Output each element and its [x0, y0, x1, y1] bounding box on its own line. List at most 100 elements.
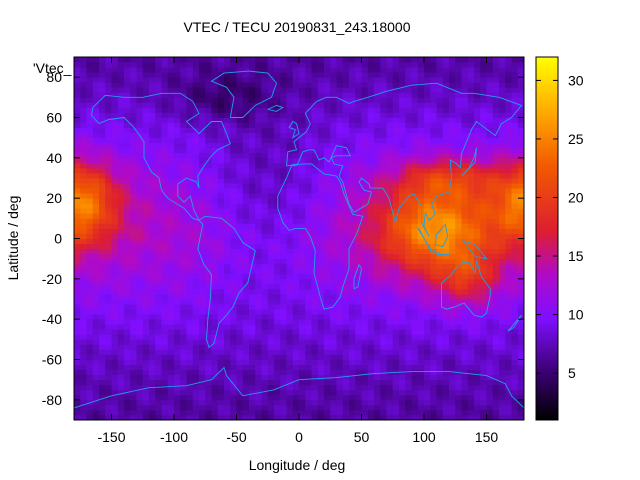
- heatmap-cell: [105, 213, 112, 219]
- heatmap-cell: [142, 203, 150, 209]
- heatmap-cell: [499, 178, 506, 184]
- heatmap-cell: [311, 162, 319, 169]
- heatmap-cell: [286, 344, 294, 350]
- heatmap-cell: [267, 258, 275, 265]
- heatmap-cell: [161, 67, 169, 73]
- heatmap-cell: [199, 162, 206, 169]
- heatmap-cell: [149, 394, 156, 401]
- heatmap-cell: [205, 203, 212, 209]
- heatmap-cell: [274, 162, 281, 169]
- heatmap-cell: [186, 414, 194, 421]
- heatmap-cell: [324, 369, 331, 376]
- heatmap-cell: [386, 349, 394, 355]
- heatmap-cell: [461, 304, 469, 310]
- heatmap-cell: [430, 339, 437, 345]
- heatmap-cell: [99, 117, 106, 123]
- heatmap-cell: [86, 157, 94, 164]
- heatmap-cell: [74, 97, 81, 103]
- heatmap-cell: [461, 359, 469, 365]
- heatmap-cell: [455, 183, 462, 189]
- heatmap-cell: [249, 248, 256, 255]
- heatmap-cell: [199, 273, 206, 280]
- heatmap-cell: [424, 329, 431, 335]
- heatmap-cell: [517, 268, 525, 275]
- heatmap-cell: [117, 112, 125, 118]
- heatmap-cell: [342, 349, 350, 355]
- heatmap-cell: [86, 82, 94, 88]
- heatmap-cell: [292, 344, 300, 350]
- heatmap-cell: [467, 399, 475, 406]
- heatmap-cell: [474, 258, 481, 265]
- heatmap-cell: [124, 92, 131, 98]
- heatmap-cell: [255, 369, 262, 376]
- heatmap-cell: [99, 384, 106, 391]
- heatmap-cell: [380, 193, 387, 199]
- heatmap-cell: [130, 253, 137, 260]
- heatmap-cell: [105, 188, 112, 194]
- heatmap-cell: [330, 208, 337, 214]
- heatmap-cell: [367, 374, 375, 381]
- heatmap-cell: [411, 127, 419, 134]
- heatmap-cell: [149, 117, 156, 123]
- heatmap-cell: [255, 107, 262, 113]
- heatmap-cell: [474, 268, 481, 275]
- heatmap-cell: [111, 127, 119, 134]
- heatmap-cell: [480, 404, 487, 411]
- heatmap-cell: [430, 87, 437, 93]
- heatmap-cell: [80, 314, 87, 320]
- heatmap-cell: [486, 394, 494, 401]
- heatmap-cell: [136, 334, 144, 340]
- heatmap-cell: [205, 167, 212, 174]
- heatmap-cell: [455, 283, 462, 290]
- heatmap-cell: [430, 248, 437, 255]
- heatmap-cell: [242, 198, 250, 204]
- heatmap-cell: [299, 379, 306, 386]
- heatmap-cell: [255, 198, 262, 204]
- heatmap-cell: [80, 147, 87, 154]
- heatmap-cell: [411, 183, 419, 189]
- heatmap-cell: [167, 399, 175, 406]
- heatmap-cell: [442, 359, 450, 365]
- heatmap-cell: [186, 374, 194, 381]
- heatmap-cell: [230, 233, 237, 239]
- heatmap-cell: [486, 379, 494, 386]
- heatmap-cell: [436, 248, 444, 255]
- heatmap-cell: [511, 127, 519, 134]
- heatmap-cell: [236, 253, 244, 260]
- heatmap-cell: [492, 273, 500, 280]
- heatmap-cell: [424, 188, 431, 194]
- heatmap-cell: [199, 228, 206, 234]
- heatmap-cell: [480, 288, 487, 295]
- heatmap-cell: [499, 228, 506, 234]
- heatmap-cell: [99, 404, 106, 411]
- heatmap-cell: [374, 324, 381, 330]
- heatmap-cell: [505, 213, 512, 219]
- heatmap-cell: [205, 208, 212, 214]
- heatmap-cell: [261, 354, 269, 360]
- heatmap-cell: [199, 117, 206, 123]
- heatmap-cell: [92, 193, 100, 199]
- heatmap-cell: [355, 142, 362, 149]
- heatmap-cell: [399, 238, 406, 244]
- heatmap-cell: [505, 299, 512, 305]
- heatmap-cell: [186, 324, 194, 330]
- heatmap-cell: [311, 82, 319, 88]
- heatmap-cell: [192, 198, 200, 204]
- heatmap-cell: [342, 117, 350, 123]
- heatmap-cell: [274, 243, 281, 249]
- heatmap-cell: [242, 369, 250, 376]
- heatmap-cell: [236, 218, 244, 224]
- heatmap-cell: [199, 329, 206, 335]
- heatmap-cell: [117, 354, 125, 360]
- heatmap-cell: [474, 379, 481, 386]
- heatmap-cell: [505, 157, 512, 164]
- heatmap-cell: [330, 394, 337, 401]
- heatmap-cell: [124, 213, 131, 219]
- heatmap-cell: [80, 369, 87, 376]
- heatmap-cell: [499, 374, 506, 381]
- heatmap-cell: [224, 404, 231, 411]
- heatmap-cell: [186, 354, 194, 360]
- heatmap-cell: [349, 213, 356, 219]
- heatmap-cell: [180, 208, 187, 214]
- heatmap-cell: [261, 334, 269, 340]
